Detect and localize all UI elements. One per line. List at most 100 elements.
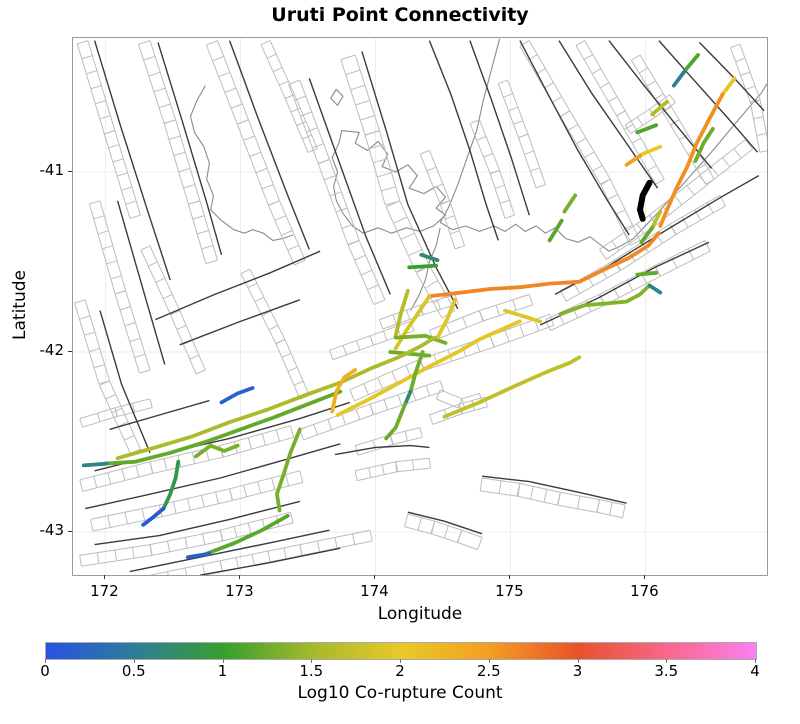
fault-mesh-edge [513, 120, 524, 125]
fault-mesh-edge [687, 248, 695, 260]
co-rupture-trace [647, 283, 663, 295]
fault-mesh-edge [172, 501, 177, 514]
fault-mesh-edge [624, 232, 632, 243]
fault-mesh-edge [86, 70, 98, 75]
fault-mesh-edge [284, 98, 309, 153]
fault-mesh-edge [268, 200, 280, 207]
fault-outline [407, 511, 483, 535]
fault-mesh-edge [426, 166, 437, 172]
fault-mesh-edge [107, 515, 111, 528]
fault-mesh-edge [704, 240, 711, 252]
fault-mesh-edge [324, 175, 336, 181]
fault-mesh-edge [557, 504, 598, 513]
fault-mesh-edge [435, 389, 441, 400]
fault-mesh-edge [266, 53, 277, 59]
fault-mesh-edge [630, 59, 672, 126]
fault-mesh-edge [313, 424, 319, 435]
fault-mesh-edge [74, 299, 86, 304]
fault-mesh-edge [278, 80, 289, 86]
fault-mesh-edge [462, 317, 468, 328]
co-rupture-trace [393, 288, 410, 338]
y-tick-mark [68, 531, 72, 532]
fault-outline [482, 475, 627, 504]
colorbar-tick-mark [133, 659, 135, 663]
fault-mesh-edge [79, 315, 91, 320]
fault-mesh-edge [111, 407, 123, 414]
fault-outline [155, 250, 321, 321]
fault-mesh-edge [408, 248, 423, 257]
fault-mesh-edge [93, 215, 105, 220]
fault-mesh-edge [140, 245, 151, 251]
fault-mesh-edge [163, 458, 168, 471]
fault-map-canvas [73, 38, 767, 575]
fault-outline [228, 40, 310, 250]
fault-mesh-edge [355, 461, 396, 472]
fault-mesh-edge [167, 540, 171, 552]
fault-mesh-edge [364, 134, 386, 206]
fault-mesh-edge [504, 330, 510, 342]
fault-mesh-edge [373, 390, 444, 416]
co-rupture-trace [435, 297, 458, 340]
fault-mesh-edge [299, 470, 304, 483]
fault-mesh-edge [74, 302, 100, 385]
co-rupture-trace [161, 459, 181, 511]
fault-mesh-edge [503, 93, 513, 98]
fault-mesh-edge [611, 240, 620, 252]
y-tick-mark [68, 171, 72, 172]
fault-mesh-edge [248, 119, 281, 201]
fault-mesh-edge [205, 259, 218, 265]
co-rupture-trace [693, 126, 715, 164]
fault-mesh-edge [373, 330, 415, 346]
colorbar-tick-mark [45, 659, 46, 663]
fault-mesh-edge [660, 250, 711, 277]
fault-mesh-edge [457, 541, 478, 551]
fault-mesh-edge [358, 240, 386, 300]
fault-mesh-edge [360, 269, 373, 276]
fault-mesh-edge [97, 230, 109, 235]
co-rupture-trace [403, 389, 413, 407]
fault-mesh-edge [461, 392, 480, 400]
fault-mesh-edge [125, 200, 137, 205]
fault-mesh-edge [189, 354, 200, 360]
co-rupture-trace [408, 350, 425, 394]
fault-mesh-edge [95, 100, 107, 105]
fault-mesh-edge [461, 406, 488, 415]
fault-mesh-edge [129, 337, 141, 342]
fault-mesh-edge [477, 537, 483, 550]
coastline [410, 227, 441, 311]
fault-mesh-edge [212, 55, 224, 62]
fault-mesh-edge [363, 383, 370, 395]
co-rupture-trace [274, 427, 302, 513]
fault-mesh-edge [670, 124, 707, 185]
fault-mesh-edge [372, 440, 377, 450]
fault-mesh-edge [329, 350, 334, 360]
fault-mesh-edge [89, 200, 101, 205]
fault-mesh-edge [440, 389, 462, 400]
fault-mesh-edge [631, 137, 642, 144]
fault-mesh-edge [155, 277, 166, 283]
co-rupture-trace [671, 69, 687, 88]
fault-mesh-edge [575, 40, 585, 47]
fault-mesh-edge [759, 150, 767, 153]
fault-mesh-edge [272, 67, 283, 73]
fault-mesh-edge [327, 419, 333, 430]
fault-mesh-edge [439, 203, 456, 250]
fault-mesh-edge [117, 421, 129, 427]
fault-mesh-edge [425, 385, 431, 397]
fault-mesh-edge [178, 167, 191, 173]
fault-mesh-edge [201, 244, 214, 250]
fault-mesh-edge [109, 380, 141, 450]
fault-mesh-edge [369, 530, 373, 542]
fault-outline [99, 310, 151, 454]
x-tick-label: 176 [630, 582, 659, 600]
fault-mesh-edge [368, 144, 384, 150]
fault-mesh-edge [527, 134, 546, 185]
fault-mesh-edge [318, 158, 330, 164]
fault-mesh-edge [149, 40, 177, 120]
colorbar-tick-label: 1.5 [299, 662, 324, 680]
fault-mesh-edge [89, 347, 100, 353]
fault-mesh-edge [215, 491, 219, 504]
fault-mesh-edge [639, 67, 649, 74]
fault-mesh-edge [355, 409, 361, 420]
x-tick-mark [239, 575, 241, 579]
